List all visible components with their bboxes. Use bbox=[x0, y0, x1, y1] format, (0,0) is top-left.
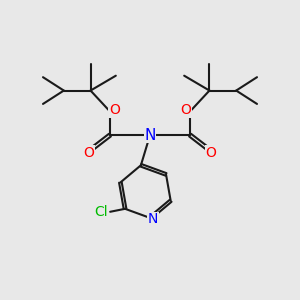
Text: N: N bbox=[148, 212, 158, 226]
Text: Cl: Cl bbox=[94, 205, 108, 219]
Text: O: O bbox=[109, 103, 120, 117]
Text: N: N bbox=[144, 128, 156, 142]
Text: O: O bbox=[180, 103, 191, 117]
Text: O: O bbox=[206, 146, 216, 160]
Text: O: O bbox=[84, 146, 94, 160]
